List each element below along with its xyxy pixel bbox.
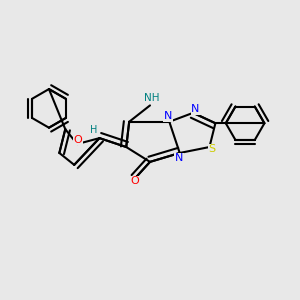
Text: H: H (90, 125, 97, 135)
Text: N: N (164, 111, 172, 122)
Text: N: N (175, 153, 183, 163)
Text: NH: NH (144, 93, 159, 103)
Text: S: S (208, 144, 215, 154)
Text: N: N (191, 104, 200, 114)
Text: O: O (131, 176, 140, 186)
Text: O: O (74, 135, 82, 145)
